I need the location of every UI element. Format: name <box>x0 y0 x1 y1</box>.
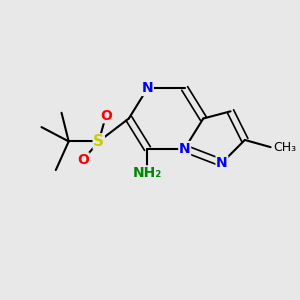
Text: O: O <box>100 109 112 123</box>
Text: CH₃: CH₃ <box>274 141 297 154</box>
Text: O: O <box>77 153 89 167</box>
Text: N: N <box>216 156 228 170</box>
Text: S: S <box>93 134 104 149</box>
Text: NH₂: NH₂ <box>133 166 162 180</box>
Text: N: N <box>179 142 190 156</box>
Text: N: N <box>142 81 153 95</box>
